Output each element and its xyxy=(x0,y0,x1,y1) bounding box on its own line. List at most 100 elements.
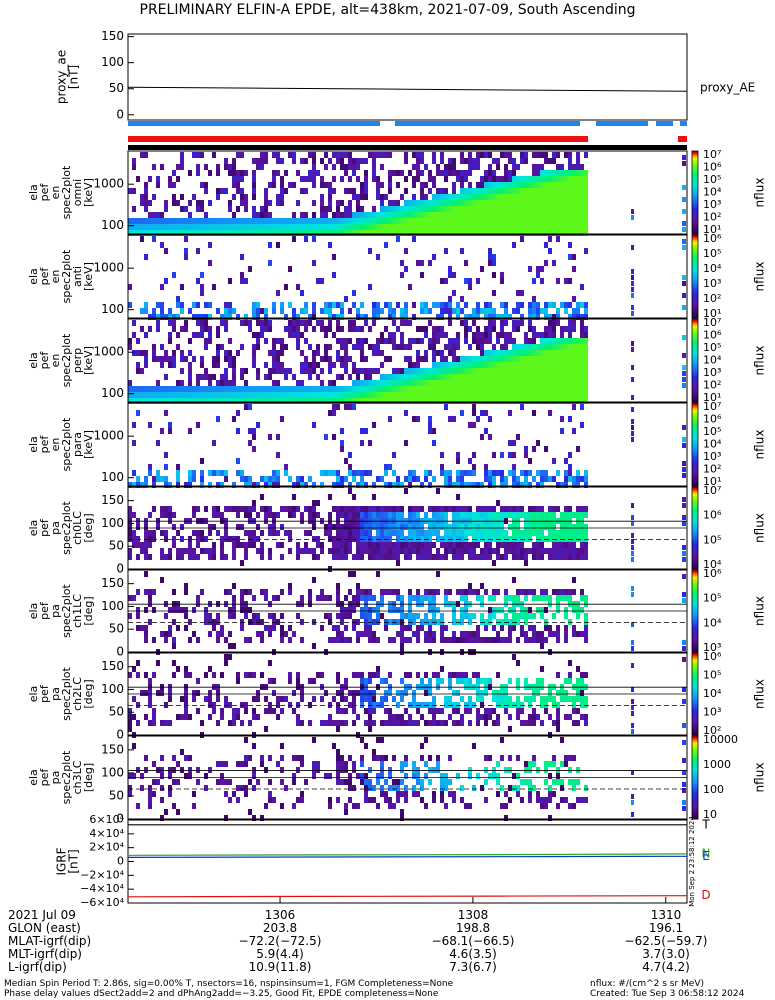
colorbar xyxy=(692,235,698,319)
ephem-value: 10.9(11.8) xyxy=(248,960,312,974)
spectrogram-ytick-label: 50 xyxy=(109,788,124,802)
colorbar-tick-label: 10⁵ xyxy=(703,425,721,438)
spectrogram-ylabel: [keV] xyxy=(82,178,95,207)
spectrogram-ytick-label: 100 xyxy=(101,470,124,484)
spectrogram-ytick-label: 150 xyxy=(101,576,124,590)
ae-series-line xyxy=(127,86,688,92)
spectrogram-ylabel: pef xyxy=(38,267,51,286)
spectrogram-ylabel: [keV] xyxy=(82,346,95,375)
igrf-series-label: T xyxy=(701,817,710,831)
colorbar xyxy=(692,736,698,820)
colorbar-tick-label: 10³ xyxy=(703,277,721,290)
colorbar-tick-label: 10³ xyxy=(703,366,721,379)
spectrogram-panel-5 xyxy=(128,488,686,572)
spectrogram-ylabel: ch2LC xyxy=(71,677,84,711)
spectrogram-frame xyxy=(127,402,688,487)
spectrogram-ylabel: spec2plot xyxy=(60,584,73,638)
spectrogram-ylabel: [deg] xyxy=(82,763,95,792)
ephem-label-l: L-igrf(dip) xyxy=(8,960,67,974)
footer-spin-info: Median Spin Period T: 2.86s, sig=0.00% T… xyxy=(4,979,454,989)
ephem-value: −68.1(−66.5) xyxy=(431,934,515,948)
ae-ytick-label: 100 xyxy=(101,55,124,69)
spectrogram-ylabel: pef xyxy=(38,518,51,537)
colorbar-tick-label: 10⁵ xyxy=(703,592,721,605)
ephem-value: 5.9(4.4) xyxy=(256,947,304,961)
igrf-series-d xyxy=(127,895,688,898)
spectrogram-ylabel: pef xyxy=(38,768,51,787)
colorbar-tick-label: 10⁶ xyxy=(703,413,722,426)
spectrogram-frame xyxy=(127,318,688,403)
colorbar-tick-label: 10² xyxy=(703,211,721,224)
spectrogram-panel-2 xyxy=(128,236,686,320)
status-bar-red xyxy=(128,136,588,142)
colorbar-tick-label: 10⁴ xyxy=(703,262,722,275)
colorbar-tick-label: 10⁶ xyxy=(703,161,722,174)
spectrogram-ytick-label: 150 xyxy=(101,742,124,756)
igrf-series-label: E xyxy=(702,849,710,863)
spectrogram-ylabel: [deg] xyxy=(82,596,95,625)
colorbar-tick-label: 10³ xyxy=(703,198,721,211)
colorbar-tick-label: 10⁷ xyxy=(703,316,721,329)
spectrogram-ytick-label: 100 xyxy=(101,218,124,232)
ephem-value: 4.6(3.5) xyxy=(449,947,497,961)
ephem-value: 1306 xyxy=(264,908,296,922)
spectrogram-ylabel: anti xyxy=(71,266,84,287)
spectrogram-ylabel: spec2plot xyxy=(60,165,73,219)
colorbar-frame xyxy=(691,569,699,653)
colorbar-tick-label: 10⁴ xyxy=(703,558,722,571)
spectrogram-ylabel: ch1LC xyxy=(71,594,84,628)
spectrogram-ytick-label: 1000 xyxy=(93,429,124,443)
igrf-series-n xyxy=(127,853,688,856)
spectrogram-panel-8 xyxy=(128,737,686,821)
spectrogram-ylabel: en xyxy=(49,354,62,368)
colorbar xyxy=(692,487,698,570)
footer-phase-info: Phase delay values dSect2add=2 and dPhAn… xyxy=(4,989,439,999)
spectrogram-ylabel: en xyxy=(49,270,62,284)
colorbar xyxy=(692,570,698,653)
spectrogram-ytick-label: 1000 xyxy=(93,345,124,359)
spectrogram-ytick-label: 0 xyxy=(116,812,124,826)
status-bar-blue xyxy=(656,121,673,126)
spectrogram-ylabel: [keV] xyxy=(82,262,95,291)
colorbar-tick-label: 10³ xyxy=(703,641,721,654)
spectrogram-ylabel: ela xyxy=(27,686,40,703)
spectrogram-panel-3 xyxy=(128,320,686,404)
status-bar-blue xyxy=(680,121,687,126)
colorbar-label: nflux xyxy=(753,262,767,292)
spectrogram-ytick-label: 100 xyxy=(101,516,124,530)
spectrogram-ylabel: spec2plot xyxy=(60,333,73,387)
igrf-ytick-label: 0 xyxy=(117,855,124,868)
colorbar-tick-label: 10⁴ xyxy=(703,438,722,451)
spectrogram-ylabel: pa xyxy=(49,687,62,701)
spectrogram-ytick-label: 50 xyxy=(109,539,124,553)
spectrogram-ylabel: [keV] xyxy=(82,430,95,459)
status-bar-red xyxy=(678,136,687,142)
colorbar xyxy=(692,653,698,736)
spectrogram-ytick-label: 150 xyxy=(101,659,124,673)
spectrogram-ytick-label: 100 xyxy=(101,765,124,779)
spectrogram-ytick-label: 0 xyxy=(116,645,124,659)
spectrogram-panel-6 xyxy=(128,571,686,655)
colorbar-tick-label: 10⁵ xyxy=(703,341,721,354)
colorbar-tick-label: 100 xyxy=(703,783,724,796)
spectrogram-ylabel: spec2plot xyxy=(60,501,73,555)
igrf-ylabel: IGRF xyxy=(55,847,69,875)
spectrogram-ylabel: en xyxy=(49,438,62,452)
ephem-value: 203.8 xyxy=(262,921,298,935)
spectrogram-ytick-label: 1000 xyxy=(93,261,124,275)
spectrogram-ylabel: [deg] xyxy=(82,679,95,708)
colorbar-tick-label: 10² xyxy=(703,463,721,476)
colorbar-frame xyxy=(691,652,699,736)
status-bar-black xyxy=(128,145,687,150)
colorbar-tick-label: 10⁴ xyxy=(703,687,722,700)
igrf-ytick-label: −6×10⁴ xyxy=(80,896,124,909)
ephem-value: 198.8 xyxy=(455,921,491,935)
ephem-label-date: 2021 Jul 09 xyxy=(8,908,76,922)
spectrogram-ylabel: pa xyxy=(49,771,62,785)
ephem-value: −62.5(−59.7) xyxy=(624,934,708,948)
ae-ytick-label: 0 xyxy=(116,107,124,121)
colorbar-tick-label: 10⁷ xyxy=(703,400,721,413)
igrf-ytick-label: −4×10⁴ xyxy=(80,882,124,895)
ephem-value: 196.1 xyxy=(648,921,684,935)
